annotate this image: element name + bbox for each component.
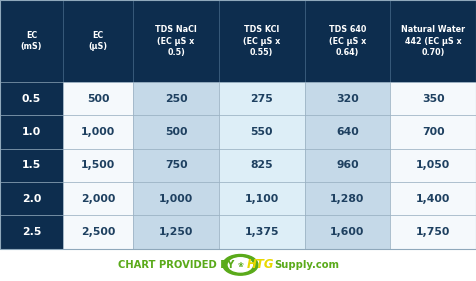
Text: 2.0: 2.0: [22, 194, 41, 204]
Bar: [390, 215, 476, 249]
Bar: [219, 149, 305, 182]
Bar: [133, 149, 219, 182]
Text: 2,500: 2,500: [81, 227, 115, 237]
Text: 750: 750: [165, 160, 188, 170]
Text: 2,000: 2,000: [81, 194, 115, 204]
Text: 1.0: 1.0: [22, 127, 41, 137]
Text: TDS KCl
(EC μS x
0.55): TDS KCl (EC μS x 0.55): [243, 25, 280, 57]
Text: TDS 640
(EC μS x
0.64): TDS 640 (EC μS x 0.64): [329, 25, 366, 57]
Bar: [390, 182, 476, 215]
Bar: [63, 182, 133, 215]
Text: TDS NaCl
(EC μS x
0.5): TDS NaCl (EC μS x 0.5): [155, 25, 197, 57]
Bar: [305, 149, 390, 182]
Text: 500: 500: [165, 127, 188, 137]
Bar: [219, 82, 305, 115]
Text: 2.5: 2.5: [22, 227, 41, 237]
Text: 700: 700: [422, 127, 445, 137]
Circle shape: [228, 258, 252, 272]
Bar: [63, 149, 133, 182]
Text: 640: 640: [336, 127, 359, 137]
Bar: [390, 115, 476, 149]
Bar: [63, 115, 133, 149]
Text: 1,750: 1,750: [416, 227, 450, 237]
Text: 1,000: 1,000: [81, 127, 115, 137]
Bar: [0, 0, 63, 82]
Bar: [219, 115, 305, 149]
Bar: [305, 115, 390, 149]
Text: 550: 550: [250, 127, 273, 137]
Bar: [305, 82, 390, 115]
Text: Natural Water
442 (EC μS x
0.70): Natural Water 442 (EC μS x 0.70): [401, 25, 465, 57]
Text: 275: 275: [250, 94, 273, 104]
Text: 1,250: 1,250: [159, 227, 193, 237]
Bar: [0, 149, 63, 182]
Bar: [133, 82, 219, 115]
Text: 1,500: 1,500: [81, 160, 115, 170]
Bar: [219, 182, 305, 215]
Bar: [133, 182, 219, 215]
Bar: [305, 215, 390, 249]
Text: 250: 250: [165, 94, 188, 104]
Text: HTG: HTG: [247, 258, 275, 271]
Text: 1,000: 1,000: [159, 194, 193, 204]
Bar: [0, 182, 63, 215]
Text: ❀: ❀: [238, 262, 243, 268]
Bar: [0, 115, 63, 149]
Text: 0.5: 0.5: [22, 94, 41, 104]
Text: 1,375: 1,375: [245, 227, 279, 237]
Bar: [0, 215, 63, 249]
Circle shape: [223, 255, 258, 275]
Text: CHART PROVIDED BY: CHART PROVIDED BY: [118, 260, 238, 270]
Bar: [0, 249, 476, 281]
Text: 350: 350: [422, 94, 445, 104]
Text: 1,280: 1,280: [330, 194, 365, 204]
Bar: [390, 0, 476, 82]
Text: 1.5: 1.5: [22, 160, 41, 170]
Text: EC
(mS): EC (mS): [20, 31, 42, 51]
Text: 960: 960: [336, 160, 359, 170]
Bar: [133, 0, 219, 82]
Bar: [219, 0, 305, 82]
Bar: [63, 82, 133, 115]
Bar: [390, 82, 476, 115]
Bar: [219, 215, 305, 249]
Bar: [390, 149, 476, 182]
Bar: [63, 0, 133, 82]
Bar: [0, 0, 476, 249]
Text: Supply.com: Supply.com: [274, 260, 339, 270]
Text: 500: 500: [87, 94, 109, 104]
Bar: [63, 215, 133, 249]
Text: 1,050: 1,050: [416, 160, 450, 170]
Text: EC
(μS): EC (μS): [89, 31, 108, 51]
Bar: [133, 215, 219, 249]
Bar: [133, 115, 219, 149]
Bar: [0, 82, 63, 115]
Text: 320: 320: [336, 94, 359, 104]
Bar: [305, 182, 390, 215]
Bar: [305, 0, 390, 82]
Text: 1,400: 1,400: [416, 194, 450, 204]
Text: 1,600: 1,600: [330, 227, 365, 237]
Text: 1,100: 1,100: [245, 194, 279, 204]
Text: 825: 825: [250, 160, 273, 170]
